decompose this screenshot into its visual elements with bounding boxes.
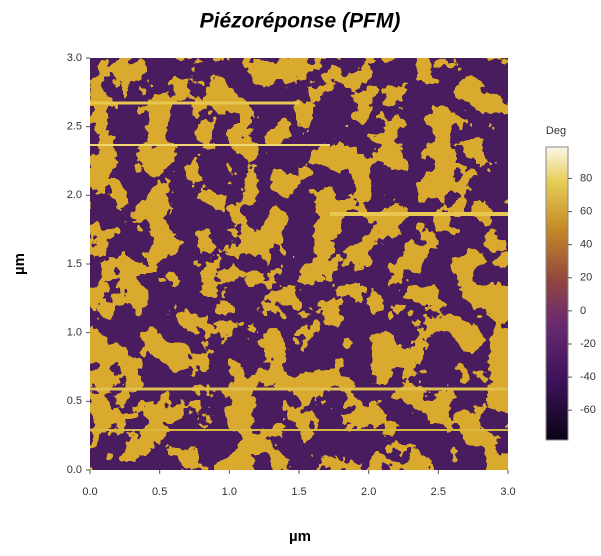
colorbar-tick-label: -40 (580, 371, 596, 383)
pfm-image (90, 58, 508, 470)
x-tick-label: 1.5 (291, 486, 306, 498)
colorbar-tick-label: 0 (580, 305, 586, 317)
y-tick-label: 2.0 (67, 189, 82, 201)
colorbar-tick-label: 80 (580, 172, 592, 184)
y-tick-label: 0.0 (67, 464, 82, 476)
colorbar-tick-label: -60 (580, 404, 596, 416)
x-tick-label: 1.0 (222, 486, 237, 498)
colorbar-tick-label: 40 (580, 239, 592, 251)
x-axis-label: µm (289, 528, 311, 545)
y-tick-label: 1.5 (67, 258, 82, 270)
chart-title: Piézoréponse (PFM) (200, 10, 401, 33)
x-tick-label: 3.0 (500, 486, 515, 498)
colorbar-tick-label: 20 (580, 272, 592, 284)
colorbar-label: Deg (546, 125, 566, 137)
x-tick-label: 0.0 (82, 486, 97, 498)
y-axis-label: µm (11, 253, 28, 275)
colorbar-tick-label: 60 (580, 205, 592, 217)
x-tick-label: 0.5 (152, 486, 167, 498)
y-tick-label: 0.5 (67, 395, 82, 407)
x-tick-label: 2.0 (361, 486, 376, 498)
y-tick-label: 2.5 (67, 121, 82, 133)
y-tick-label: 3.0 (67, 52, 82, 64)
colorbar-tick-label: -20 (580, 338, 596, 350)
y-tick-label: 1.0 (67, 327, 82, 339)
colorbar (545, 146, 569, 441)
x-tick-label: 2.5 (431, 486, 446, 498)
